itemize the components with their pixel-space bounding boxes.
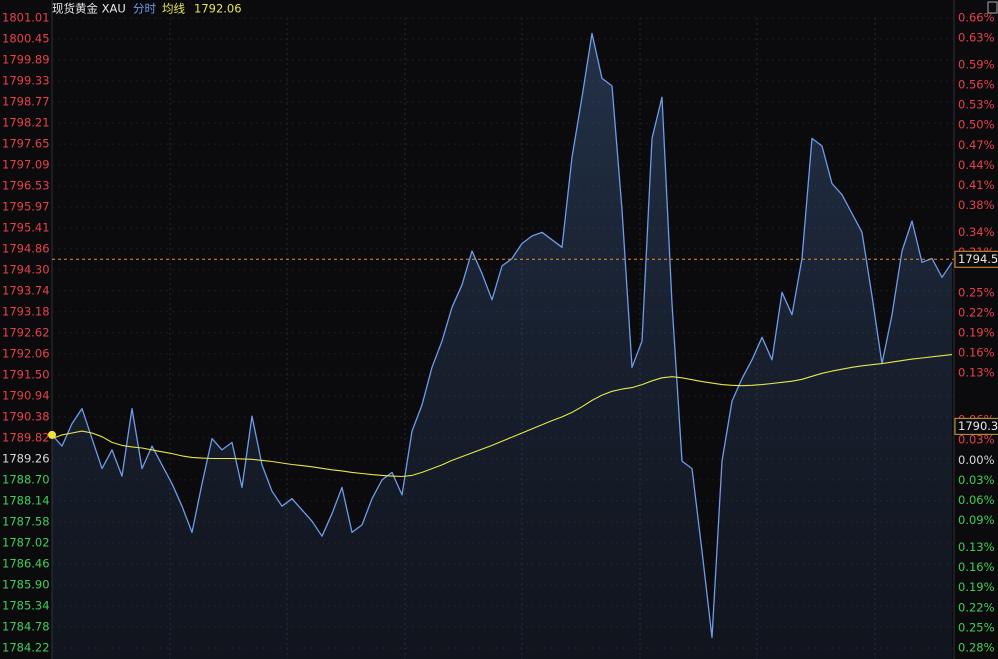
- y2-tick-label: 0.59%: [958, 57, 995, 71]
- y2-tick-label: 0.09%: [958, 513, 995, 527]
- y-tick-label: 1797.65: [2, 137, 50, 151]
- y-tick-label: 1791.50: [2, 367, 50, 381]
- y-tick-label: 1789.82: [2, 430, 50, 444]
- y-tick-label: 1798.21: [2, 116, 50, 130]
- y2-tick-label: 0.25%: [958, 285, 995, 299]
- y-tick-label: 1785.90: [2, 577, 50, 591]
- y2-tick-label: 0.16%: [958, 560, 995, 574]
- price-line: [51, 32, 953, 639]
- y-tick-label: 1793.18: [2, 304, 50, 318]
- y2-tick-label: 0.56%: [958, 78, 995, 92]
- y2-tick-label: 0.41%: [958, 178, 995, 192]
- y2-tick-label: 0.13%: [958, 366, 995, 380]
- y-tick-label: 1788.14: [2, 493, 50, 507]
- y2-tick-label: 0.19%: [958, 326, 995, 340]
- y-tick-label: 1794.86: [2, 241, 50, 255]
- y-tick-label: 1799.33: [2, 74, 50, 88]
- y2-tick-label: 0.25%: [958, 620, 995, 634]
- mode-label: 分时: [133, 2, 156, 16]
- avg-line: [51, 354, 953, 478]
- menu-icon[interactable]: [987, 1, 998, 14]
- y-tick-label: 1789.26: [2, 451, 50, 465]
- y2-tick-label: 0.03%: [958, 473, 995, 487]
- y-tick-label: 1792.06: [2, 346, 50, 360]
- y-tick-label: 1787.58: [2, 514, 50, 528]
- y2-tick-label: 0.13%: [958, 540, 995, 554]
- y-tick-label: 1796.53: [2, 179, 50, 193]
- avg-label: 均线: [162, 2, 185, 16]
- last-price-label: 1794.58: [958, 252, 998, 266]
- y-tick-label: 1787.02: [2, 535, 50, 549]
- y2-tick-label: 0.28%: [958, 641, 995, 655]
- y2-tick-label: 0.22%: [958, 305, 995, 319]
- y2-tick-label: 0.22%: [958, 600, 995, 614]
- avg-last-label: 1790.34: [958, 419, 998, 433]
- y-tick-label: 1797.09: [2, 158, 50, 172]
- y2-tick-label: 0.53%: [958, 98, 995, 112]
- y2-tick-label: 0.06%: [958, 493, 995, 507]
- y2-tick-label: 0.44%: [958, 158, 995, 172]
- last-price-box: [954, 250, 998, 268]
- y2-tick-label: 0.38%: [958, 198, 995, 212]
- avg-last-box: [954, 417, 998, 435]
- price-area: [52, 33, 952, 659]
- y-tick-label: 1795.41: [2, 221, 50, 235]
- y2-tick-label: 0.19%: [958, 580, 995, 594]
- y-tick-label: 1788.70: [2, 472, 50, 486]
- y-tick-label: 1792.62: [2, 325, 50, 339]
- y-tick-label: 1785.34: [2, 598, 50, 612]
- start-dot: [48, 430, 56, 439]
- y-tick-label: 1801.01: [2, 11, 50, 25]
- y2-tick-label: 0.63%: [958, 31, 995, 45]
- y-tick-label: 1784.22: [2, 641, 50, 655]
- y-tick-label: 1798.77: [2, 95, 50, 109]
- chart-title: 现货黄金 XAU: [52, 2, 126, 16]
- y-tick-label: 1795.97: [2, 200, 50, 214]
- avg-value: 1792.06: [194, 2, 242, 16]
- y-tick-label: 1794.30: [2, 262, 50, 276]
- y-tick-label: 1800.45: [2, 32, 50, 46]
- y-tick-label: 1786.46: [2, 556, 50, 570]
- y2-tick-label: 0.00%: [958, 453, 995, 467]
- y-tick-label: 1790.94: [2, 388, 50, 402]
- y2-tick-label: 0.50%: [958, 118, 995, 132]
- y2-tick-label: 0.03%: [958, 433, 995, 447]
- y2-tick-label: 0.16%: [958, 346, 995, 360]
- y2-tick-label: 0.66%: [958, 11, 995, 25]
- y-tick-label: 1793.74: [2, 283, 50, 297]
- y-tick-label: 1784.78: [2, 619, 50, 633]
- y-tick-label: 1799.89: [2, 53, 50, 67]
- y-tick-label: 1790.38: [2, 409, 50, 423]
- y2-tick-label: 0.47%: [958, 138, 995, 152]
- y2-tick-label: 0.34%: [958, 225, 995, 239]
